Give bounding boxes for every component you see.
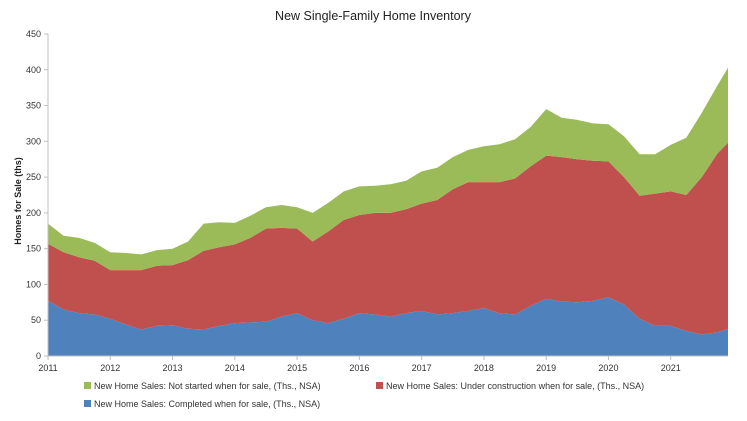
x-tick-label: 2014 xyxy=(225,363,245,373)
x-tick-label: 2011 xyxy=(38,363,57,373)
y-axis-label: Homes for Sale (ths) xyxy=(13,157,23,245)
y-tick-label: 450 xyxy=(26,29,41,39)
legend-swatch xyxy=(376,382,383,389)
x-tick-label: 2020 xyxy=(598,363,618,373)
area-series-group xyxy=(48,67,728,356)
y-tick-label: 300 xyxy=(26,136,41,146)
area-series-3 xyxy=(48,67,728,271)
x-tick-label: 2019 xyxy=(536,363,556,373)
x-tick-label: 2017 xyxy=(412,363,432,373)
legend-label: New Home Sales: Not started when for sal… xyxy=(94,381,321,391)
y-tick-label: 250 xyxy=(26,172,41,182)
x-tick-label: 2013 xyxy=(163,363,183,373)
x-tick-label: 2021 xyxy=(661,363,681,373)
legend-swatch xyxy=(84,382,91,389)
y-tick-label: 350 xyxy=(26,101,41,111)
y-tick-label: 50 xyxy=(31,315,41,325)
legend-swatch xyxy=(84,400,91,407)
x-tick-label: 2012 xyxy=(100,363,120,373)
y-tick-label: 400 xyxy=(26,65,41,75)
legend: New Home Sales: Not started when for sal… xyxy=(84,381,644,409)
x-tick-label: 2016 xyxy=(349,363,369,373)
y-tick-label: 0 xyxy=(36,351,41,361)
legend-label: New Home Sales: Completed when for sale,… xyxy=(94,399,320,409)
legend-label: New Home Sales: Under construction when … xyxy=(386,381,644,391)
y-tick-label: 200 xyxy=(26,208,41,218)
area-series-2 xyxy=(48,142,728,335)
y-tick-label: 100 xyxy=(26,279,41,289)
area-series-1 xyxy=(48,297,728,356)
y-tick-label: 150 xyxy=(26,244,41,254)
x-tick-label: 2015 xyxy=(287,363,307,373)
x-tick-label: 2018 xyxy=(474,363,494,373)
axes: 0 50 100 150 200 250 300 350 400 450 2011 2012 2013 2… xyxy=(26,29,728,373)
chart-title: New Single-Family Home Inventory xyxy=(275,9,472,23)
